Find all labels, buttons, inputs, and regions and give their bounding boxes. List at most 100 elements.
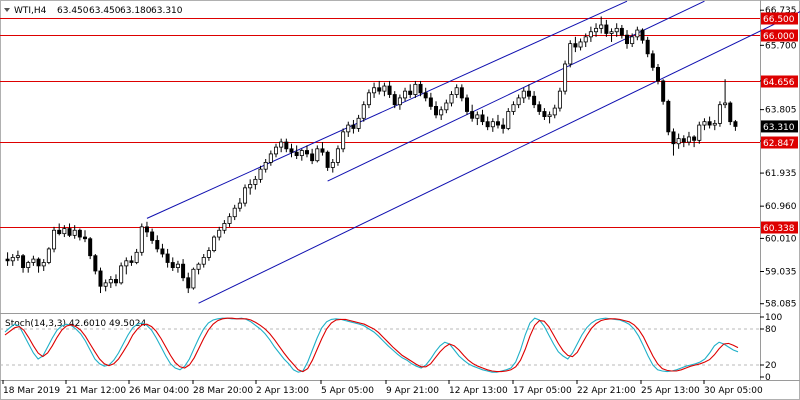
x-tick-label: 5 Apr 05:00	[321, 386, 374, 396]
candle	[227, 213, 232, 227]
candle	[304, 145, 309, 158]
level-tag	[761, 75, 798, 88]
candle	[294, 145, 299, 159]
candle	[578, 38, 583, 51]
current-price-tag: 63.310	[761, 120, 798, 133]
stochastic-pane: Stoch(14,3,3) 42.6010 49.5024 100 80 20 0	[0, 313, 782, 383]
candle	[645, 36, 650, 58]
candle	[692, 135, 697, 148]
candle	[335, 145, 340, 166]
candle	[67, 223, 72, 238]
level-tag	[761, 221, 798, 234]
candle	[201, 254, 206, 268]
candle	[237, 198, 242, 212]
candle	[46, 247, 51, 265]
time-axis: 18 Mar 2019 21 Mar 12:00 26 Mar 04:00 28 Ma…	[2, 380, 763, 396]
candle	[36, 257, 41, 273]
candle	[108, 276, 113, 288]
candle	[330, 159, 335, 173]
horizontal-levels	[0, 18, 760, 228]
candle	[397, 94, 402, 110]
candle	[144, 221, 149, 238]
candle	[139, 223, 144, 256]
x-tick-label: 25 Apr 13:00	[641, 386, 700, 396]
candle	[232, 204, 237, 221]
candle	[181, 259, 186, 282]
candle	[21, 254, 26, 273]
candle	[403, 87, 408, 102]
candle	[320, 142, 325, 156]
stoch-scale-label: 100	[765, 313, 782, 323]
symbol-dropdown-icon[interactable]	[4, 8, 10, 12]
y-tick-label: 61.935	[765, 169, 797, 179]
candle	[733, 119, 738, 131]
candle	[661, 79, 666, 105]
x-tick-label: 22 Apr 21:00	[577, 386, 636, 396]
candle	[630, 33, 635, 48]
candle	[604, 19, 609, 37]
stoch-main-line	[4, 317, 739, 373]
candle	[372, 82, 377, 98]
candle	[635, 26, 640, 41]
candle	[263, 159, 268, 173]
candle	[537, 101, 542, 115]
candle	[532, 91, 537, 109]
candle	[413, 80, 418, 98]
candle	[521, 87, 526, 104]
symbol-timeframe: WTI,H4	[14, 6, 47, 16]
level-tag-label: 64.656	[763, 78, 795, 88]
candle	[191, 267, 196, 290]
level-tag-label: 66.500	[763, 15, 795, 25]
candle	[392, 91, 397, 109]
x-tick-label: 26 Mar 04:00	[129, 386, 189, 396]
candle	[640, 28, 645, 44]
candle	[217, 226, 222, 241]
y-tick-label: 58.085	[765, 300, 797, 310]
candle	[31, 255, 36, 266]
x-tick-label: 28 Mar 20:00	[193, 386, 253, 396]
x-tick-label: 17 Apr 05:00	[513, 386, 572, 396]
candle	[175, 260, 180, 273]
stoch-label: Stoch(14,3,3) 42.6010 49.5024	[5, 319, 146, 329]
candle	[186, 272, 191, 294]
y-tick-label: 65.700	[765, 41, 797, 51]
candle	[475, 111, 480, 126]
candle	[284, 138, 289, 153]
x-tick-label: 18 Mar 2019	[3, 386, 60, 396]
candle	[671, 128, 676, 156]
y-tick-label: 63.805	[765, 106, 797, 116]
candle	[666, 99, 671, 136]
candle	[77, 228, 82, 241]
channel-line-lower[interactable]	[198, 8, 800, 304]
level-tag	[761, 136, 798, 149]
candle	[686, 131, 691, 146]
candle	[274, 143, 279, 158]
candle	[41, 259, 46, 271]
candle	[15, 250, 20, 261]
candle	[206, 247, 211, 261]
candle	[72, 225, 77, 239]
candle	[258, 165, 263, 183]
candle	[723, 79, 728, 109]
candle	[676, 133, 681, 149]
channel-line-upper[interactable]	[146, 0, 628, 219]
candle	[650, 50, 655, 71]
stoch-scale-label: 0	[765, 373, 771, 383]
candle	[526, 84, 531, 100]
candle	[113, 274, 118, 287]
candle	[150, 228, 155, 244]
candle	[583, 33, 588, 48]
x-tick-label: 12 Apr 13:00	[449, 386, 508, 396]
candle	[516, 94, 521, 109]
stoch-scale-label: 80	[765, 325, 777, 335]
y-tick-label: 60.960	[765, 202, 797, 212]
candle	[299, 148, 304, 161]
candle	[134, 248, 139, 265]
candle	[625, 30, 630, 49]
candle	[170, 257, 175, 271]
candle	[454, 84, 459, 98]
candle	[268, 150, 273, 166]
candle	[346, 121, 351, 137]
ohlc-high: 63.450	[89, 6, 121, 16]
candle	[119, 262, 124, 285]
